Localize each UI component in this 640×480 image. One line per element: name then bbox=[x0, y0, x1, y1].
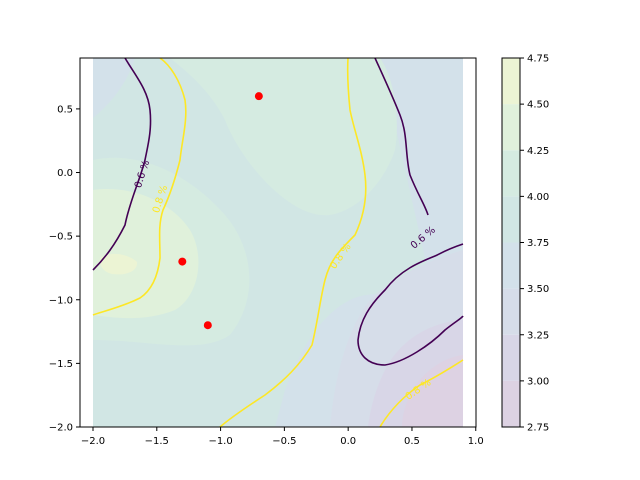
colorbar-segment bbox=[502, 242, 520, 289]
contour-band-2.75-3.00 bbox=[402, 355, 463, 427]
y-tick-label: −0.5 bbox=[49, 232, 73, 243]
y-axis: −2.0 −1.5 −1.0 −0.5 0.0 0.5 bbox=[49, 104, 80, 434]
colorbar-segment bbox=[502, 288, 520, 335]
y-tick-label: 0.5 bbox=[57, 104, 73, 115]
x-tick-label: −2.0 bbox=[81, 436, 105, 447]
x-tick-label: −1.5 bbox=[145, 436, 169, 447]
contour-band-4.00-4.25-top bbox=[170, 58, 397, 216]
x-axis: −2.0 −1.5 −1.0 −0.5 0.0 0.5 1.0 bbox=[81, 427, 484, 447]
colorbar-tick-label: 2.75 bbox=[527, 423, 549, 434]
colorbar-segment bbox=[502, 196, 520, 243]
colorbar-segment bbox=[502, 104, 520, 151]
x-tick-label: 1.0 bbox=[468, 436, 484, 447]
contour-line-0.6-right bbox=[374, 58, 429, 216]
y-tick-label: −1.5 bbox=[49, 359, 73, 370]
plot-frame bbox=[79, 57, 477, 428]
contour-band-4.25-4.50-left bbox=[93, 189, 199, 319]
x-tick-label: 0.5 bbox=[404, 436, 420, 447]
colorbar-tick-label: 4.75 bbox=[527, 54, 549, 65]
colorbar-tick-label: 4.50 bbox=[527, 100, 549, 111]
colorbar-segment bbox=[502, 58, 520, 105]
colorbar: 2.75 3.00 3.25 3.50 3.75 4.00 4.25 4.50 4.75 bbox=[501, 54, 549, 434]
y-tick-label: −2.0 bbox=[49, 423, 73, 434]
x-tick-label: 0.0 bbox=[340, 436, 356, 447]
y-tick-label: 0.0 bbox=[57, 168, 73, 179]
contour-line-0.6-left bbox=[92, 58, 152, 271]
data-point-1 bbox=[178, 257, 187, 266]
data-point-0 bbox=[254, 92, 263, 101]
colorbar-segment bbox=[502, 334, 520, 381]
contour-line-0.8-left bbox=[92, 58, 187, 316]
filled-contours: 0.6 % 0.8 % 0.8 % 0.6 % 0.8 % bbox=[92, 58, 464, 427]
contour-band-3.50-3.75-left-top bbox=[93, 58, 135, 118]
colorbar-tick-label: 3.75 bbox=[527, 238, 549, 249]
data-point-2 bbox=[203, 321, 212, 330]
colorbar-tick-label: 3.50 bbox=[527, 284, 549, 295]
colorbar-segment bbox=[502, 150, 520, 197]
colorbar-tick-label: 4.00 bbox=[527, 192, 549, 203]
x-tick-label: −1.0 bbox=[208, 436, 232, 447]
x-tick-label: −0.5 bbox=[272, 436, 296, 447]
y-tick-label: −1.0 bbox=[49, 295, 73, 306]
colorbar-tick-label: 4.25 bbox=[527, 146, 549, 157]
colorbar-segment bbox=[502, 380, 520, 427]
colorbar-tick-label: 3.25 bbox=[527, 330, 549, 341]
contour-line-0.8-bottom bbox=[379, 359, 464, 427]
contour-line-0.8-center bbox=[219, 58, 367, 427]
colorbar-tick-label: 3.00 bbox=[527, 376, 549, 387]
data-points bbox=[178, 92, 263, 330]
contour-line-0.6-bottom bbox=[357, 243, 464, 366]
contour-band-4.50-4.75 bbox=[99, 253, 138, 275]
